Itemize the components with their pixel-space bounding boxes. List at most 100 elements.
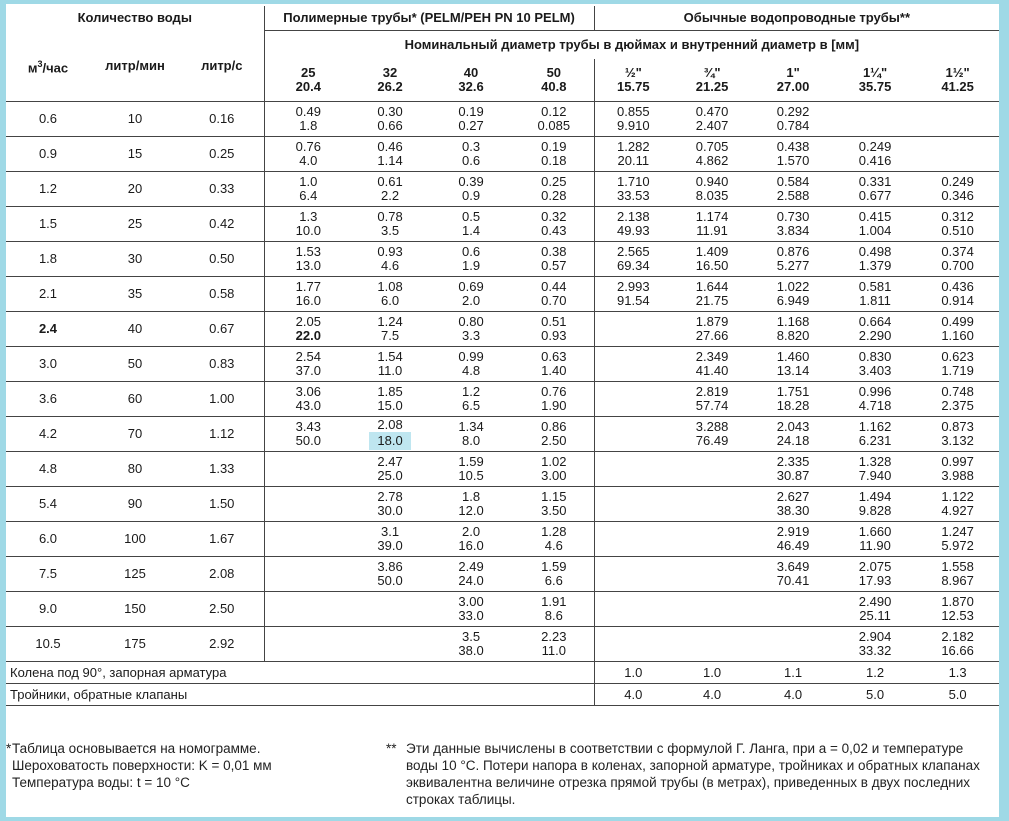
velocity-value: 2.490 (858, 594, 892, 609)
velocity-value: 1.644 (695, 279, 729, 294)
loss-cell: 0.30 0.66 (352, 101, 429, 137)
equivalent-length-value: 5.0 (916, 683, 1000, 706)
velocity-value: 1.162 (858, 419, 892, 434)
head-loss-value: 2.50 (541, 433, 567, 448)
loss-cell: 0.25 0.28 (514, 171, 595, 207)
head-loss-value: 4.862 (695, 153, 729, 168)
head-loss-value: 4.6 (380, 258, 400, 273)
head-loss-value: 1.9 (461, 258, 481, 273)
flow-ls-cell: 0.42 (180, 206, 265, 242)
loss-cell (593, 381, 673, 417)
equivalent-length-label: Колена под 90°, запорная арматура (6, 661, 595, 684)
table-row: 5.4 90 1.50 2.78 30.0 1.8 12.0 1.15 3.50 2.627 38.… (6, 486, 1000, 522)
loss-cell: 0.93 4.6 (352, 241, 429, 277)
loss-cell: 1.879 27.66 (672, 311, 753, 347)
velocity-value: 2.565 (617, 244, 650, 259)
flow-lmin-cell: 60 (90, 381, 180, 417)
unit-m3h-header: м3/час (27, 58, 69, 75)
velocity-value: 0.415 (858, 209, 892, 224)
velocity-value: 0.12 (541, 104, 567, 119)
head-loss-value: 30.0 (377, 503, 403, 518)
head-loss-value: 20.11 (617, 153, 650, 168)
loss-cell: 0.499 1.160 (916, 311, 1000, 347)
velocity-value: 1.409 (695, 244, 729, 259)
head-loss-value: 0.9 (461, 188, 481, 203)
footnote-left-line-1: Таблица основывается на номограмме. (12, 741, 261, 756)
head-loss-value: 1.160 (941, 328, 974, 343)
loss-cell (593, 626, 673, 662)
highlighted-value: 18.0 (369, 432, 411, 450)
velocity-value: 1.022 (776, 279, 810, 294)
frame-top (0, 0, 1009, 4)
velocity-value: 1.8 (461, 489, 481, 504)
loss-cell: 0.374 0.700 (916, 241, 1000, 277)
loss-cell: 0.873 3.132 (916, 416, 1000, 452)
loss-cell (263, 521, 353, 557)
flow-lmin-cell: 10 (90, 101, 180, 137)
velocity-value: 0.470 (695, 104, 729, 119)
head-loss-value: 12.53 (941, 608, 974, 623)
flow-m3h-cell: 3.0 (6, 346, 90, 382)
loss-cell: 1.328 7.940 (834, 451, 917, 487)
loss-cell: 2.49 24.0 (428, 556, 515, 592)
head-loss-value: 3.3 (461, 328, 481, 343)
loss-cell: 3.00 33.0 (428, 591, 515, 627)
polymer-diameter-header: 25 20.4 (263, 59, 353, 102)
head-loss-value: 39.0 (377, 538, 403, 553)
equivalent-length-label: Тройники, обратные клапаны (6, 683, 595, 706)
polymer-nominal-diameter: 50 (546, 65, 562, 80)
loss-cell: 0.312 0.510 (916, 206, 1000, 242)
flow-ls-cell: 2.50 (180, 591, 265, 627)
footnote-left: * Таблица основывается на номограмме. Ше… (6, 740, 366, 791)
loss-cell: 1.460 13.14 (752, 346, 835, 382)
velocity-value: 1.15 (541, 489, 567, 504)
head-loss-value: 4.718 (858, 398, 892, 413)
head-loss-value: 8.035 (695, 188, 729, 203)
velocity-value: 0.498 (858, 244, 892, 259)
loss-cell (263, 451, 353, 487)
head-loss-value: 2.290 (858, 328, 892, 343)
loss-cell: 0.415 1.004 (834, 206, 917, 242)
equivalent-length-row: Колена под 90°, запорная арматура 1.0 1.0 1… (6, 661, 1000, 684)
table-row: 1.2 20 0.33 1.0 6.4 0.61 2.2 0.39 0.9 0.25 0.28 1.7… (6, 171, 1000, 207)
loss-cell: 2.335 30.87 (752, 451, 835, 487)
footnote-left-line-2: Шероховатость поверхности: K = 0,01 мм (12, 758, 272, 773)
loss-cell: 1.409 16.50 (672, 241, 753, 277)
velocity-value: 0.705 (695, 139, 729, 154)
velocity-value: 1.3 (299, 209, 318, 224)
head-loss-value: 17.93 (858, 573, 892, 588)
head-loss-value: 41.40 (695, 363, 729, 378)
table-row: 2.4 40 0.67 2.05 22.0 1.24 7.5 0.80 3.3 0.51 0.93 1… (6, 311, 1000, 347)
loss-cell: 1.494 9.828 (834, 486, 917, 522)
velocity-value: 1.0 (299, 174, 318, 189)
velocity-value: 2.0 (461, 524, 481, 539)
velocity-value: 0.249 (941, 174, 974, 189)
flow-lmin-cell: 70 (90, 416, 180, 452)
loss-cell: 0.249 0.346 (916, 171, 1000, 207)
velocity-value: 2.54 (295, 349, 321, 364)
head-loss-value: 0.70 (541, 293, 567, 308)
loss-cell (593, 591, 673, 627)
table-row: 3.0 50 0.83 2.54 37.0 1.54 11.0 0.99 4.8 0.63 1.40… (6, 346, 1000, 382)
loss-cell: 1.122 4.927 (916, 486, 1000, 522)
loss-cell: 0.438 1.570 (752, 136, 835, 172)
loss-cell: 1.59 10.5 (428, 451, 515, 487)
loss-cell: 2.490 25.11 (834, 591, 917, 627)
velocity-value: 0.830 (858, 349, 892, 364)
ordinary-inner-diameter: 21.25 (695, 79, 729, 94)
head-loss-value: 1.14 (377, 153, 403, 168)
velocity-value: 0.38 (541, 244, 567, 259)
loss-cell (916, 136, 1000, 172)
velocity-value: 2.904 (858, 629, 892, 644)
head-loss-value: 25.0 (377, 468, 403, 483)
frame-bottom (0, 817, 1009, 821)
polymer-nominal-diameter: 32 (382, 65, 398, 80)
ordinary-diameter-header: ½" 15.75 (593, 59, 673, 102)
loss-cell (593, 556, 673, 592)
velocity-value: 1.53 (295, 244, 321, 259)
loss-cell: 2.05 22.0 (263, 311, 353, 347)
loss-cell (593, 486, 673, 522)
loss-cell (263, 591, 353, 627)
velocity-value: 0.86 (541, 419, 567, 434)
loss-cell: 1.162 6.231 (834, 416, 917, 452)
